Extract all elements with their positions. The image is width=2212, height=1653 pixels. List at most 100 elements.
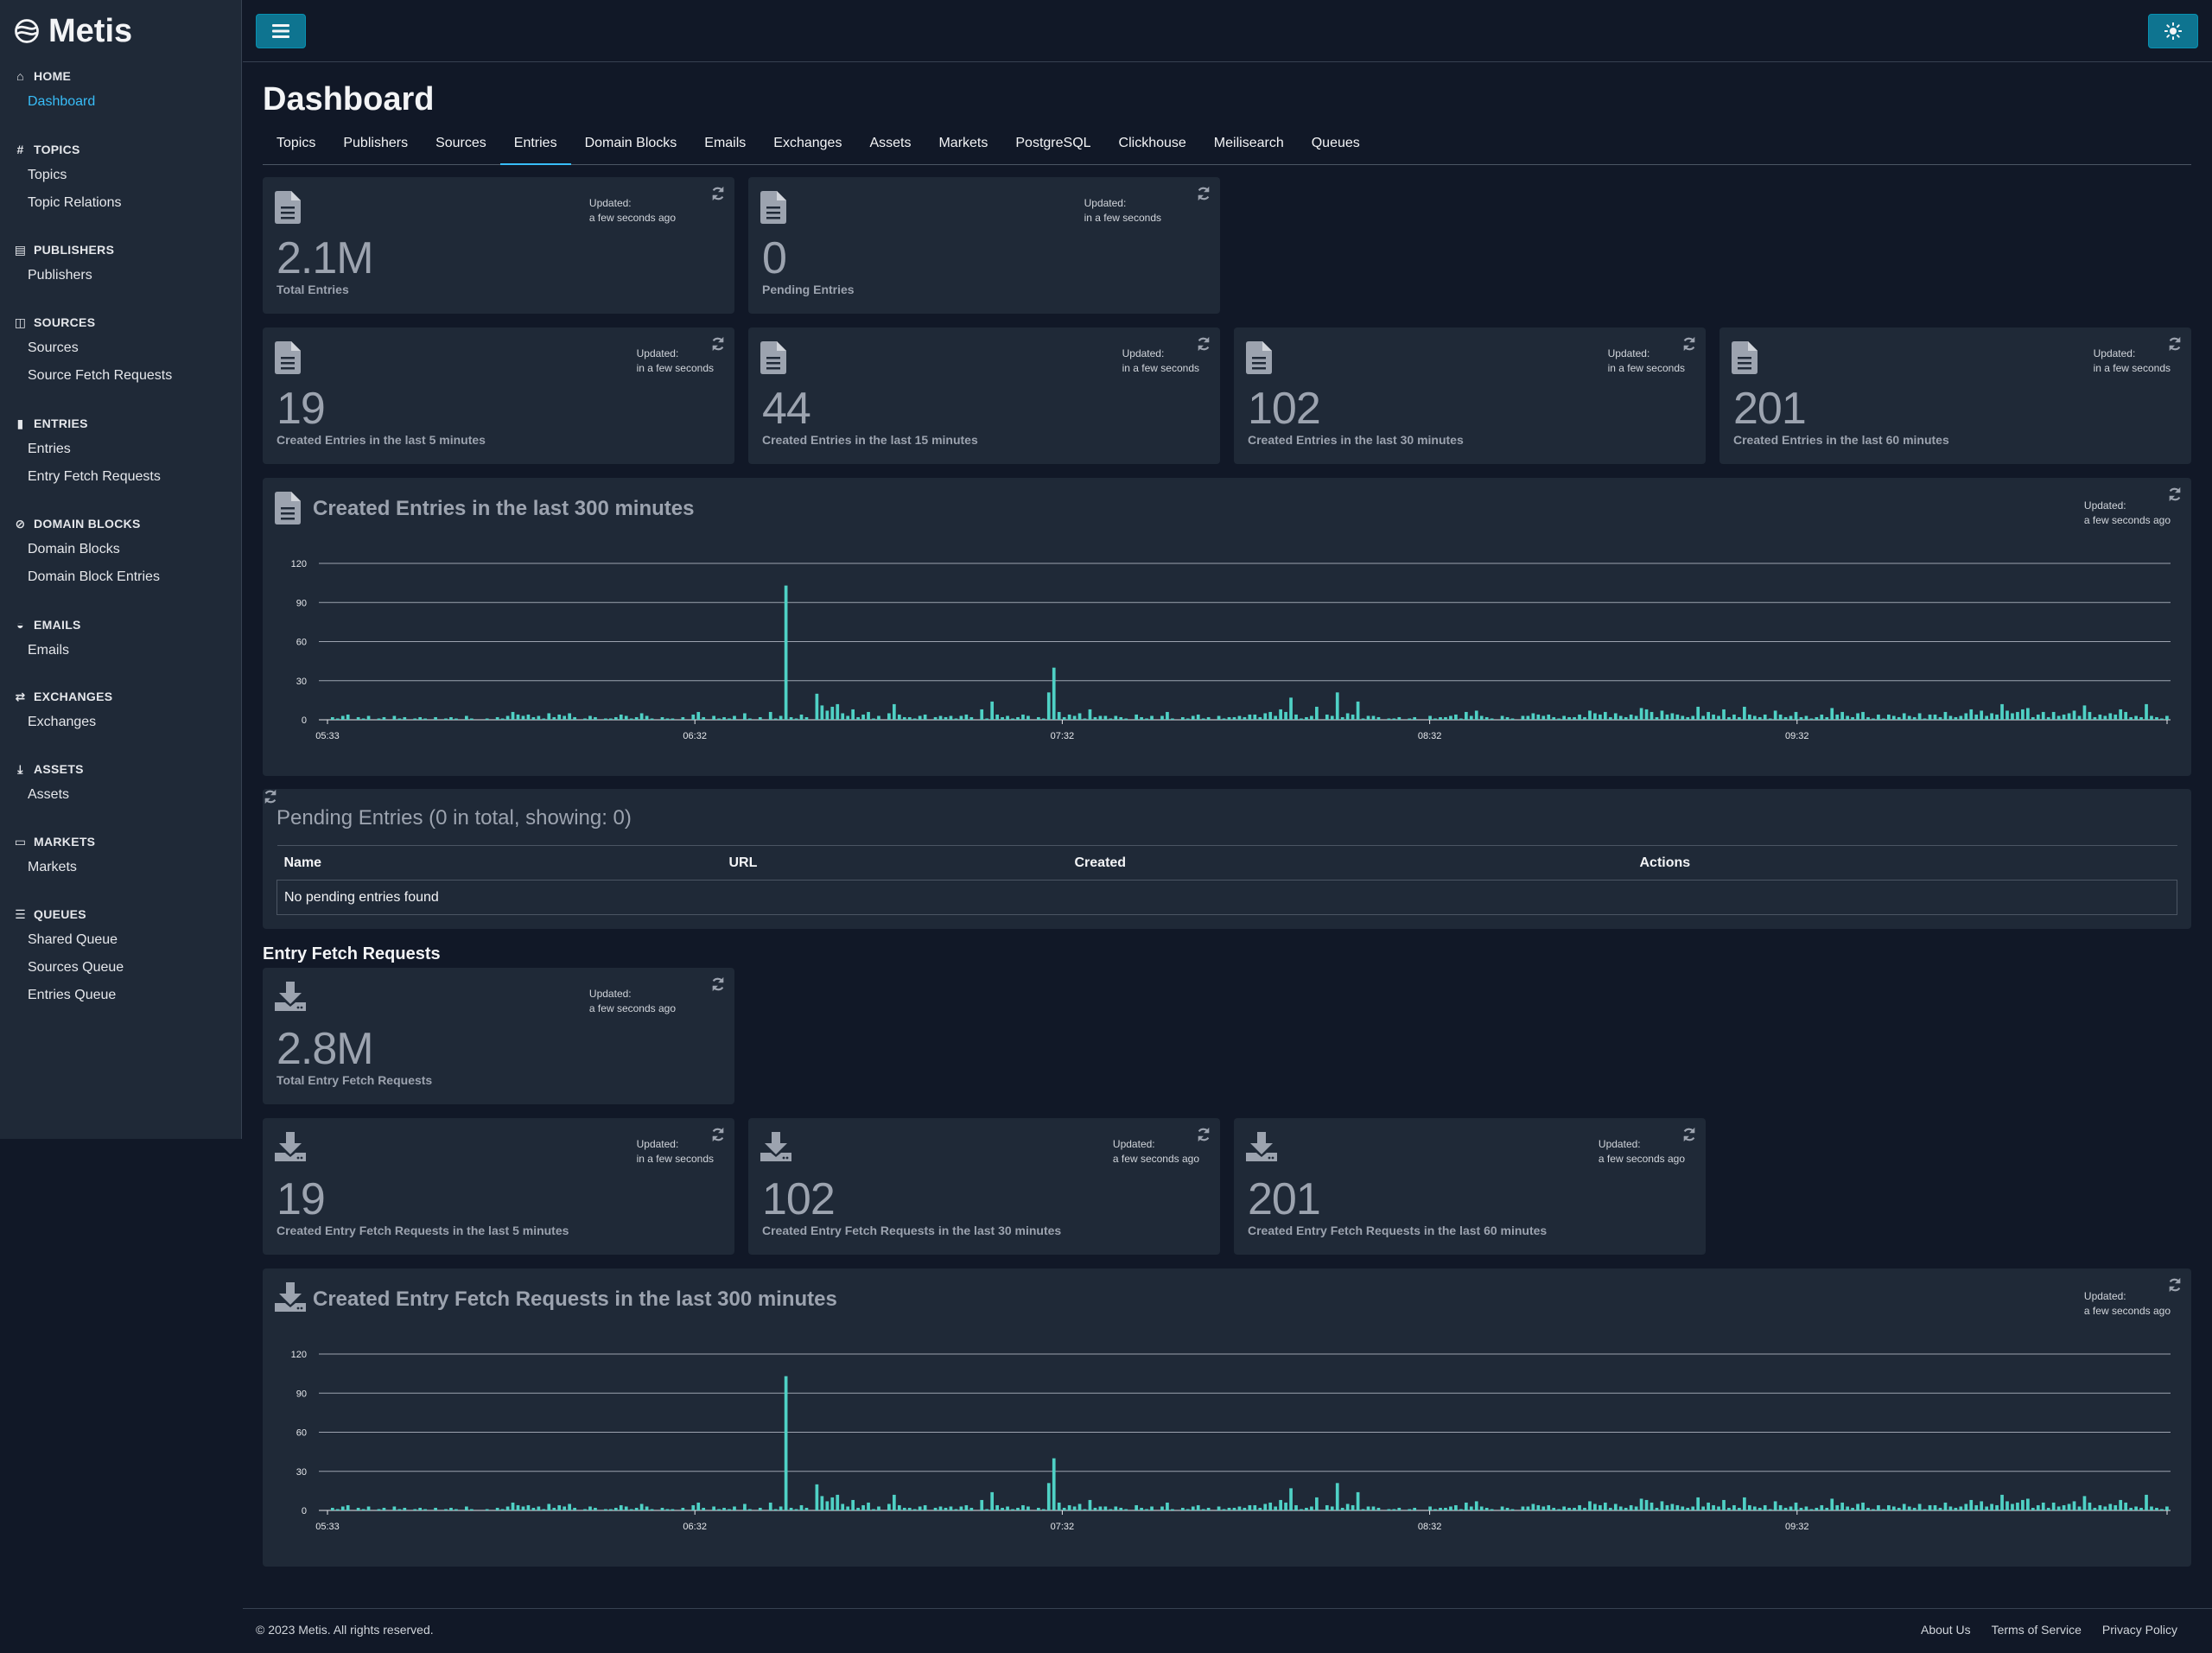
refresh-icon[interactable] [710, 336, 726, 352]
theme-toggle-button[interactable] [2148, 14, 2198, 48]
chart-bar [691, 714, 696, 720]
refresh-icon[interactable] [2167, 486, 2183, 502]
chart-bar [985, 1509, 989, 1510]
stat-card-icon [275, 341, 301, 378]
column-header-name[interactable]: Name [276, 845, 722, 881]
chart-bar [563, 715, 567, 720]
sidebar-item-domain-blocks[interactable]: Domain Blocks [28, 542, 120, 556]
refresh-icon[interactable] [2167, 336, 2183, 352]
tab-domain-blocks[interactable]: Domain Blocks [584, 136, 677, 150]
tab-exchanges[interactable]: Exchanges [773, 136, 842, 150]
sidebar-item-markets[interactable]: Markets [28, 860, 77, 874]
chart-bar [893, 1494, 896, 1510]
sidebar-heading-sources: ◫ SOURCES [0, 308, 242, 334]
chart-bar [1562, 1506, 1566, 1510]
chart-bar [526, 1504, 531, 1510]
refresh-icon[interactable] [1196, 186, 1211, 201]
refresh-icon[interactable] [1681, 1127, 1697, 1142]
footer-link-terms-of-service[interactable]: Terms of Service [1991, 1623, 2082, 1637]
chart-bar [671, 1509, 675, 1510]
chart-bar [1872, 718, 1875, 720]
chart-bar [964, 1504, 969, 1510]
tab-sources[interactable]: Sources [435, 136, 486, 150]
chart-bar [1027, 715, 1030, 720]
chart-bar [434, 1507, 437, 1510]
chart-bar [454, 718, 458, 720]
chart-bar [573, 716, 576, 720]
empty-message: No pending entries found [276, 880, 2177, 915]
chart-bar [1933, 714, 1937, 720]
chart-bar [377, 718, 381, 720]
refresh-icon[interactable] [710, 1127, 726, 1142]
sidebar-item-sources-queue[interactable]: Sources Queue [28, 960, 124, 975]
sidebar-section-entries: ▮ ENTRIES Entries Entry Fetch Requests [0, 410, 242, 491]
tab-topics[interactable]: Topics [276, 136, 316, 150]
sidebar-item-topics[interactable]: Topics [28, 168, 67, 182]
sidebar-item-sources[interactable]: Sources [28, 340, 79, 355]
updated-label: Updated: [2083, 499, 2126, 512]
chart-bar [1279, 1499, 1282, 1510]
menu-toggle-button[interactable] [256, 14, 306, 48]
chart-bar [1691, 715, 1695, 720]
sidebar-item-entry-fetch-requests[interactable]: Entry Fetch Requests [28, 469, 161, 484]
chart-bar [1794, 711, 1798, 720]
chart-bar [1897, 716, 1901, 720]
sidebar-item-shared-queue[interactable]: Shared Queue [28, 932, 118, 947]
chart-bar [748, 718, 752, 720]
chart-bar [944, 1507, 948, 1510]
column-header-created[interactable]: Created [1067, 845, 1633, 881]
sidebar-item-domain-block-entries[interactable]: Domain Block Entries [28, 569, 160, 584]
tab-publishers[interactable]: Publishers [343, 136, 409, 150]
refresh-icon[interactable] [1681, 336, 1697, 352]
tab-postgresql[interactable]: PostgreSQL [1015, 136, 1091, 150]
stat-card-icon [1732, 341, 1758, 378]
sidebar-heading-queues: ☰ QUEUES [0, 900, 242, 926]
chart-bar [768, 711, 772, 720]
sidebar-item-source-fetch-requests[interactable]: Source Fetch Requests [28, 368, 173, 383]
chart-bar [634, 716, 639, 720]
sidebar-item-emails[interactable]: Emails [28, 643, 70, 658]
chart-bar [1072, 715, 1077, 720]
tab-clickhouse[interactable]: Clickhouse [1118, 136, 1186, 150]
updated-label: Updated: [588, 197, 632, 209]
refresh-icon[interactable] [1196, 1127, 1211, 1142]
tab-assets[interactable]: Assets [869, 136, 912, 150]
refresh-icon[interactable] [2167, 1277, 2183, 1293]
tab-entries[interactable]: Entries [499, 130, 571, 165]
chart-bar [1171, 1509, 1174, 1510]
sidebar-heading-emails: ◒ EMAILS [0, 611, 242, 637]
footer-link-privacy-policy[interactable]: Privacy Policy [2101, 1623, 2177, 1637]
tab-meilisearch[interactable]: Meilisearch [1213, 136, 1284, 150]
sidebar-item-dashboard[interactable]: Dashboard [28, 94, 96, 109]
sidebar-item-exchanges[interactable]: Exchanges [28, 715, 97, 729]
refresh-icon[interactable] [710, 186, 726, 201]
chart-bar [1675, 714, 1680, 720]
chart-bar [392, 1506, 397, 1510]
chart-bar [1180, 1507, 1185, 1510]
sidebar-item-entries-queue[interactable]: Entries Queue [28, 988, 117, 1002]
brand[interactable]: Metis [0, 0, 241, 62]
sidebar-item-entries[interactable]: Entries [28, 442, 71, 456]
sidebar-item-publishers[interactable]: Publishers [28, 268, 92, 283]
refresh-icon[interactable] [263, 789, 278, 804]
chart-bar [1681, 715, 1685, 720]
sidebar-section-domain-blocks: ⊘ DOMAIN BLOCKS Domain Blocks Domain Block … [0, 510, 242, 591]
tab-emails[interactable]: Emails [704, 136, 747, 150]
chart-bar [1001, 1507, 1004, 1510]
footer-link-about-us[interactable]: About Us [1921, 1623, 1971, 1637]
chart-bar [1882, 1509, 1885, 1510]
chart-bar [1531, 713, 1535, 720]
column-header-url[interactable]: URL [721, 845, 1068, 881]
sidebar-item-topic-relations[interactable]: Topic Relations [28, 195, 122, 210]
chart-bar [469, 1509, 474, 1510]
column-header-actions[interactable]: Actions [1632, 845, 2177, 881]
refresh-icon[interactable] [1196, 336, 1211, 352]
refresh-icon[interactable] [710, 976, 726, 992]
tab-queues[interactable]: Queues [1311, 136, 1360, 150]
tab-bar: Topics Publishers Sources Entries Domain Blo… [263, 130, 2191, 165]
tab-markets[interactable]: Markets [938, 136, 988, 150]
document-icon [275, 191, 301, 224]
chart-bar [995, 714, 999, 720]
chart-bar [423, 718, 428, 720]
sidebar-item-assets[interactable]: Assets [28, 787, 70, 802]
